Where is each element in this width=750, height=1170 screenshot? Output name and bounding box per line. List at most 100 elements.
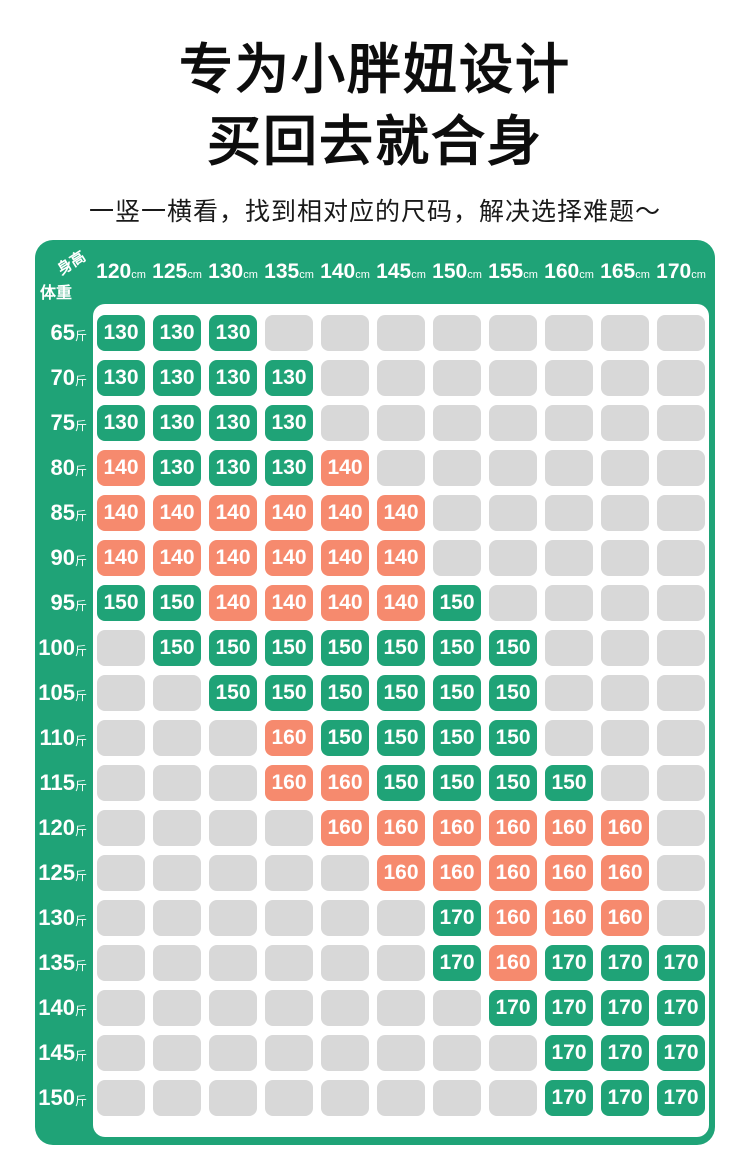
size-cell: 160 <box>601 809 649 846</box>
cell-115-140: 160 <box>317 760 373 805</box>
empty-cell <box>657 314 705 351</box>
cell-120-130 <box>205 805 261 850</box>
cell-90-150 <box>429 535 485 580</box>
size-cell: 130 <box>209 404 257 441</box>
cell-105-130: 150 <box>205 670 261 715</box>
size-cell: 140 <box>209 584 257 621</box>
empty-cell <box>321 359 369 396</box>
row-label-unit: 斤 <box>74 823 87 838</box>
empty-cell <box>97 1079 145 1116</box>
empty-cell <box>97 944 145 981</box>
cell-80-130: 130 <box>205 445 261 490</box>
cell-80-155 <box>485 445 541 490</box>
size-cell: 140 <box>377 539 425 576</box>
empty-cell <box>489 404 537 441</box>
column-header-unit: cm <box>523 269 538 281</box>
empty-cell <box>601 359 649 396</box>
cell-65-160 <box>541 310 597 355</box>
cell-75-150 <box>429 400 485 445</box>
cell-90-120: 140 <box>93 535 149 580</box>
empty-cell <box>601 764 649 801</box>
empty-cell <box>657 854 705 891</box>
column-header-125: 125cm <box>149 260 205 284</box>
cell-85-130: 140 <box>205 490 261 535</box>
cell-75-155 <box>485 400 541 445</box>
size-cell: 150 <box>545 764 593 801</box>
empty-cell <box>601 584 649 621</box>
column-header-value: 170 <box>656 260 692 283</box>
cell-65-170 <box>653 310 709 355</box>
cell-130-135 <box>261 895 317 940</box>
cell-95-130: 140 <box>205 580 261 625</box>
empty-cell <box>153 989 201 1026</box>
size-cell: 140 <box>209 539 257 576</box>
size-cell: 170 <box>545 1079 593 1116</box>
row-label-135: 135 斤 <box>38 940 93 985</box>
column-header-value: 120 <box>96 260 132 283</box>
cell-125-140 <box>317 850 373 895</box>
column-header-unit: cm <box>691 269 706 281</box>
cell-135-140 <box>317 940 373 985</box>
row-label-unit: 斤 <box>74 373 87 388</box>
cell-110-135: 160 <box>261 715 317 760</box>
empty-cell <box>433 1034 481 1071</box>
row-label-value: 150 <box>38 1084 75 1110</box>
size-cell: 170 <box>601 944 649 981</box>
cell-75-120: 130 <box>93 400 149 445</box>
size-cell: 160 <box>321 809 369 846</box>
size-chart-page: 专为小胖妞设计 买回去就合身 一竖一横看，找到相对应的尺码，解决选择难题～ 身高… <box>0 0 750 1145</box>
cell-80-165 <box>597 445 653 490</box>
size-cell: 160 <box>377 854 425 891</box>
row-label-value: 70 <box>50 364 75 390</box>
row-label-unit: 斤 <box>74 328 87 343</box>
cell-75-170 <box>653 400 709 445</box>
cell-125-150: 160 <box>429 850 485 895</box>
cell-140-150 <box>429 985 485 1030</box>
row-label-145: 145 斤 <box>38 1030 93 1075</box>
cell-65-120: 130 <box>93 310 149 355</box>
cell-120-150: 160 <box>429 805 485 850</box>
empty-cell <box>265 809 313 846</box>
row-label-value: 140 <box>38 994 75 1020</box>
cell-85-145: 140 <box>373 490 429 535</box>
empty-cell <box>265 1079 313 1116</box>
empty-cell <box>489 494 537 531</box>
empty-cell <box>321 1079 369 1116</box>
empty-cell <box>545 584 593 621</box>
empty-cell <box>433 494 481 531</box>
cell-90-140: 140 <box>317 535 373 580</box>
cell-135-170: 170 <box>653 940 709 985</box>
cell-85-165 <box>597 490 653 535</box>
empty-cell <box>377 404 425 441</box>
empty-cell <box>545 494 593 531</box>
cell-65-165 <box>597 310 653 355</box>
row-label-value: 125 <box>38 859 75 885</box>
row-label-unit: 斤 <box>74 508 87 523</box>
page-title-line1: 专为小胖妞设计 <box>179 40 571 100</box>
empty-cell <box>153 674 201 711</box>
empty-cell <box>601 494 649 531</box>
cell-150-120 <box>93 1075 149 1120</box>
empty-cell <box>209 989 257 1026</box>
empty-cell <box>377 314 425 351</box>
weight-axis-label: 体重 <box>40 285 73 302</box>
cell-65-135 <box>261 310 317 355</box>
cell-135-135 <box>261 940 317 985</box>
empty-cell <box>545 359 593 396</box>
row-label-unit: 斤 <box>74 1003 87 1018</box>
row-label-unit: 斤 <box>74 553 87 568</box>
cell-95-155 <box>485 580 541 625</box>
size-cell: 170 <box>433 944 481 981</box>
row-label-90: 90 斤 <box>38 535 93 580</box>
size-cell: 150 <box>433 584 481 621</box>
cell-100-145: 150 <box>373 625 429 670</box>
cell-80-120: 140 <box>93 445 149 490</box>
size-cell: 160 <box>433 809 481 846</box>
row-label-unit: 斤 <box>74 958 87 973</box>
size-cell: 130 <box>153 449 201 486</box>
row-label-value: 115 <box>39 769 75 795</box>
cell-100-130: 150 <box>205 625 261 670</box>
row-label-95: 95 斤 <box>38 580 93 625</box>
cell-145-120 <box>93 1030 149 1075</box>
empty-cell <box>377 989 425 1026</box>
